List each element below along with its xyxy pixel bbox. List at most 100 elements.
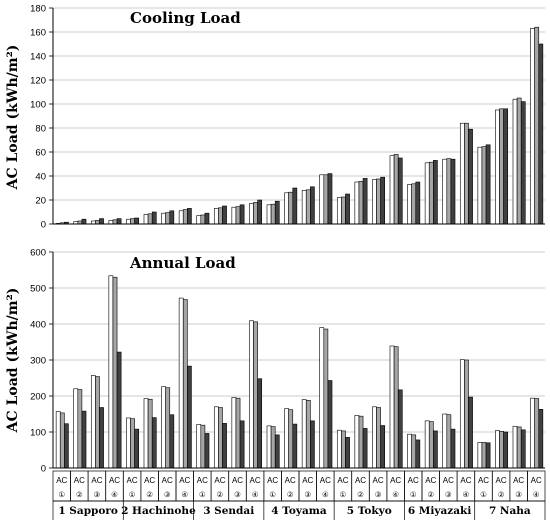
x-category-ac-label: AC — [355, 476, 366, 485]
y-tick-label: 300 — [30, 355, 46, 366]
bar — [327, 380, 333, 469]
x-category-case-label: ② — [498, 490, 505, 499]
bar — [433, 160, 438, 225]
bar — [130, 218, 135, 225]
x-category-case-label: ① — [340, 490, 347, 499]
bar — [112, 276, 118, 469]
bar — [354, 181, 360, 225]
bar — [130, 418, 135, 469]
bar — [354, 415, 360, 469]
y-tick-label: 400 — [30, 319, 46, 330]
bar — [239, 420, 245, 469]
bar — [305, 400, 311, 469]
x-category-ac-label: AC — [302, 476, 313, 485]
bar — [187, 208, 192, 225]
x-category-case-label: ② — [217, 490, 224, 499]
y-tick-label: 100 — [30, 99, 46, 110]
bar — [538, 409, 544, 469]
bar — [389, 345, 395, 469]
bar — [288, 409, 294, 469]
x-category-case-label: ① — [58, 490, 65, 499]
x-category-ac-label: AC — [144, 476, 155, 485]
x-category-case-label: ③ — [234, 490, 241, 499]
bar — [411, 434, 417, 469]
bar — [270, 203, 276, 225]
x-category-case-label: ④ — [392, 490, 399, 499]
bar — [362, 428, 368, 469]
bar — [477, 442, 483, 469]
x-category-case-label: ① — [129, 490, 136, 499]
chart-title: Annual Load — [129, 254, 236, 272]
x-category-ac-label: AC — [214, 476, 225, 485]
bar — [450, 428, 456, 469]
bar — [151, 211, 157, 225]
bar — [108, 220, 114, 225]
city-label: 2 Hachinohe — [121, 505, 196, 517]
bar — [310, 186, 315, 225]
y-tick-label: 160 — [30, 27, 46, 38]
y-tick-label: 500 — [30, 283, 46, 294]
bar — [503, 431, 509, 469]
bar — [147, 398, 153, 469]
bar — [499, 430, 504, 469]
bar — [481, 442, 487, 469]
bar — [341, 196, 346, 225]
bar — [301, 190, 307, 225]
bar — [442, 413, 448, 469]
bar — [253, 321, 258, 469]
bar — [292, 423, 298, 469]
x-category-ac-label: AC — [425, 476, 436, 485]
y-tick-label: 0 — [41, 463, 46, 474]
x-category-ac-label: AC — [513, 476, 524, 485]
bar — [411, 183, 417, 225]
bar — [161, 212, 166, 225]
bar — [495, 430, 500, 469]
bar — [407, 433, 412, 469]
bar — [424, 162, 430, 225]
x-category-case-label: ① — [199, 490, 206, 499]
bar — [274, 200, 280, 225]
bar — [95, 220, 100, 225]
cooling-load-chart: 0 20 40 60 80 100 120 140 160 180 Cooling Load AC L… — [5, 3, 545, 230]
bar — [112, 219, 118, 225]
city-label: 4 Toyama — [271, 505, 327, 517]
x-axis-categories: AC①AC②AC③AC④AC①AC②AC③AC④AC①AC②AC③AC④AC①A… — [52, 470, 546, 520]
bar — [169, 210, 175, 225]
bar — [99, 407, 104, 469]
x-category-case-label: ④ — [252, 490, 259, 499]
y-tick-label: 60 — [35, 147, 46, 158]
x-category-case-label: ② — [357, 490, 364, 499]
bar — [116, 218, 122, 225]
bar — [253, 202, 258, 225]
bar — [218, 207, 223, 225]
annual-load-chart: 0 100 200 300 400 500 600 Annual Load AC Load (k… — [5, 247, 545, 474]
x-category-case-label: ② — [427, 490, 434, 499]
bar — [284, 192, 289, 225]
bar — [55, 411, 61, 469]
bar — [143, 214, 149, 225]
bar — [81, 410, 87, 469]
bar — [178, 210, 184, 225]
bar — [270, 426, 276, 469]
x-category-ac-label: AC — [127, 476, 138, 485]
bar — [376, 407, 381, 469]
y-tick-label: 0 — [41, 219, 46, 230]
x-category-ac-label: AC — [232, 476, 243, 485]
bar — [512, 425, 518, 469]
bar — [520, 429, 526, 469]
bar — [305, 189, 311, 225]
bar — [134, 428, 140, 469]
bar — [516, 426, 522, 469]
bar — [516, 97, 522, 225]
bar — [73, 388, 79, 469]
x-category-case-label: ② — [146, 490, 153, 499]
bar — [345, 437, 350, 469]
bar — [397, 157, 403, 225]
bar — [213, 208, 219, 225]
x-category-case-label: ③ — [445, 490, 452, 499]
bar — [165, 212, 171, 225]
x-category-case-label: ② — [287, 490, 294, 499]
city-label: 6 Miyazaki — [408, 505, 472, 517]
bar — [485, 144, 491, 225]
bar — [196, 215, 202, 225]
